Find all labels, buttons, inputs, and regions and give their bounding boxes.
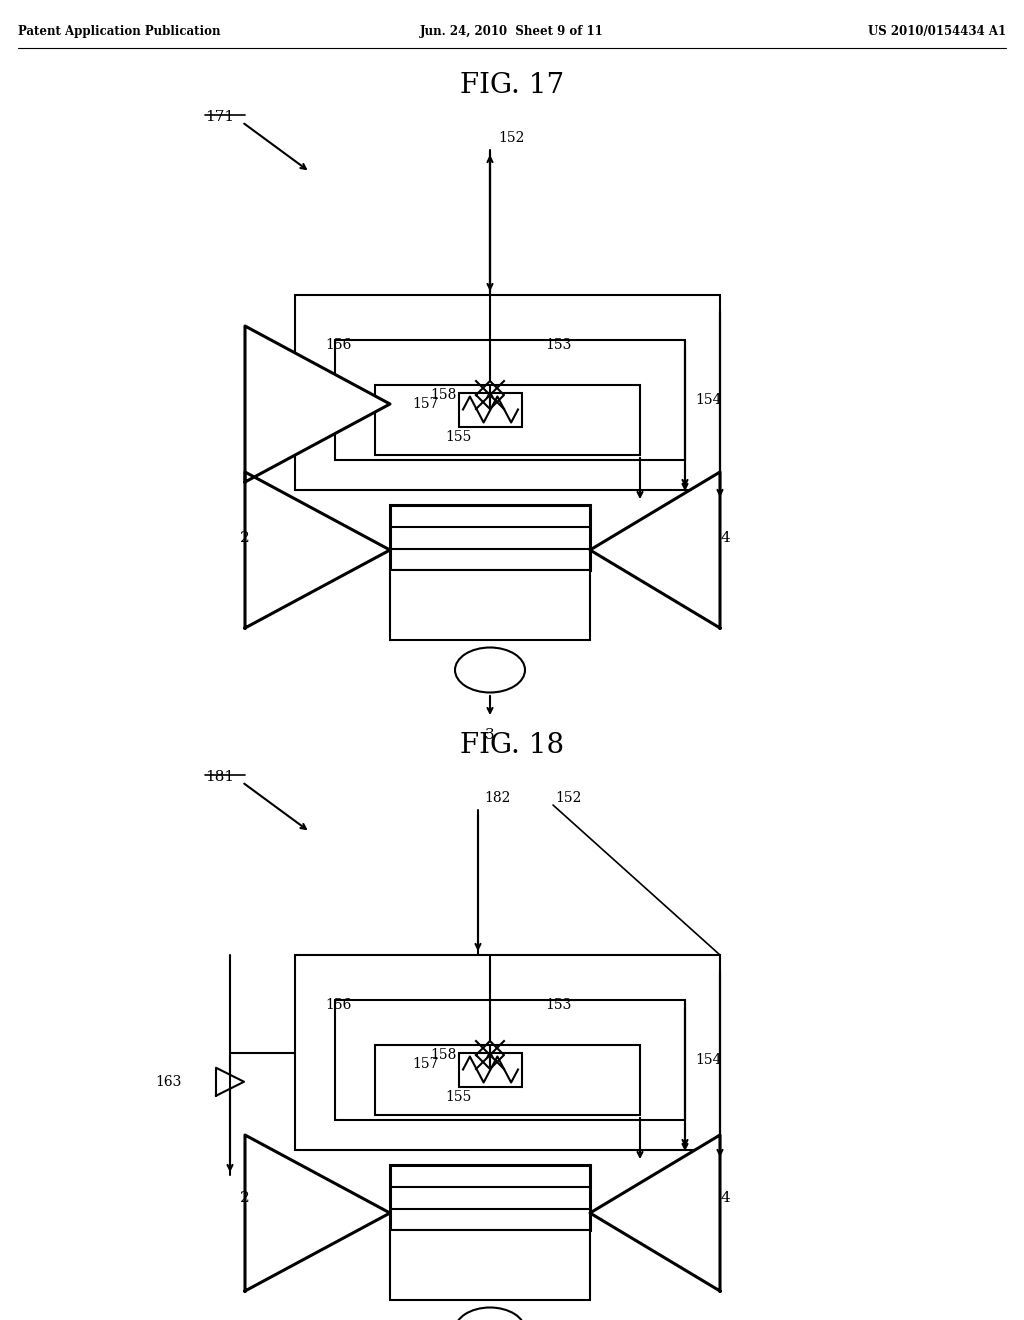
Bar [459, 1052, 522, 1086]
Bar [390, 1166, 590, 1230]
Polygon shape [245, 1135, 390, 1291]
Text: 158: 158 [430, 1048, 457, 1063]
Text: US 2010/0154434 A1: US 2010/0154434 A1 [868, 25, 1006, 38]
Text: 156: 156 [325, 338, 351, 352]
Text: 154: 154 [695, 393, 722, 407]
Ellipse shape [455, 1308, 525, 1320]
Polygon shape [216, 1068, 244, 1096]
Text: 157: 157 [412, 397, 438, 412]
Text: 153: 153 [545, 338, 571, 352]
Polygon shape [245, 326, 390, 482]
Polygon shape [245, 473, 390, 628]
Text: 157: 157 [412, 1057, 438, 1072]
Polygon shape [590, 1135, 720, 1291]
Text: 2: 2 [240, 531, 250, 545]
Text: 181: 181 [205, 770, 234, 784]
Bar [335, 1001, 685, 1119]
Text: 155: 155 [445, 430, 471, 444]
Text: 152: 152 [498, 131, 524, 145]
Text: Patent Application Publication: Patent Application Publication [18, 25, 220, 38]
Text: 171: 171 [205, 110, 234, 124]
Text: 163: 163 [155, 1074, 181, 1089]
Text: 4: 4 [720, 531, 730, 545]
Bar [459, 392, 522, 426]
Text: 156: 156 [325, 998, 351, 1012]
Polygon shape [590, 473, 720, 628]
Bar [295, 294, 720, 490]
Text: FIG. 18: FIG. 18 [460, 733, 564, 759]
Text: 153: 153 [545, 998, 571, 1012]
Bar [390, 1230, 590, 1300]
Text: 4: 4 [720, 1191, 730, 1205]
Text: 2: 2 [240, 1191, 250, 1205]
Bar [375, 385, 640, 455]
Bar [335, 341, 685, 459]
Ellipse shape [455, 648, 525, 693]
Bar [375, 1045, 640, 1115]
Bar [390, 506, 590, 570]
Text: 155: 155 [445, 1090, 471, 1104]
Bar [295, 954, 720, 1150]
Text: 3: 3 [485, 729, 495, 742]
Bar [390, 570, 590, 640]
Text: FIG. 17: FIG. 17 [460, 73, 564, 99]
Text: Jun. 24, 2010  Sheet 9 of 11: Jun. 24, 2010 Sheet 9 of 11 [420, 25, 604, 38]
Text: 182: 182 [484, 791, 510, 805]
Text: 152: 152 [555, 791, 582, 805]
Text: 154: 154 [695, 1053, 722, 1067]
Text: 158: 158 [430, 388, 457, 403]
